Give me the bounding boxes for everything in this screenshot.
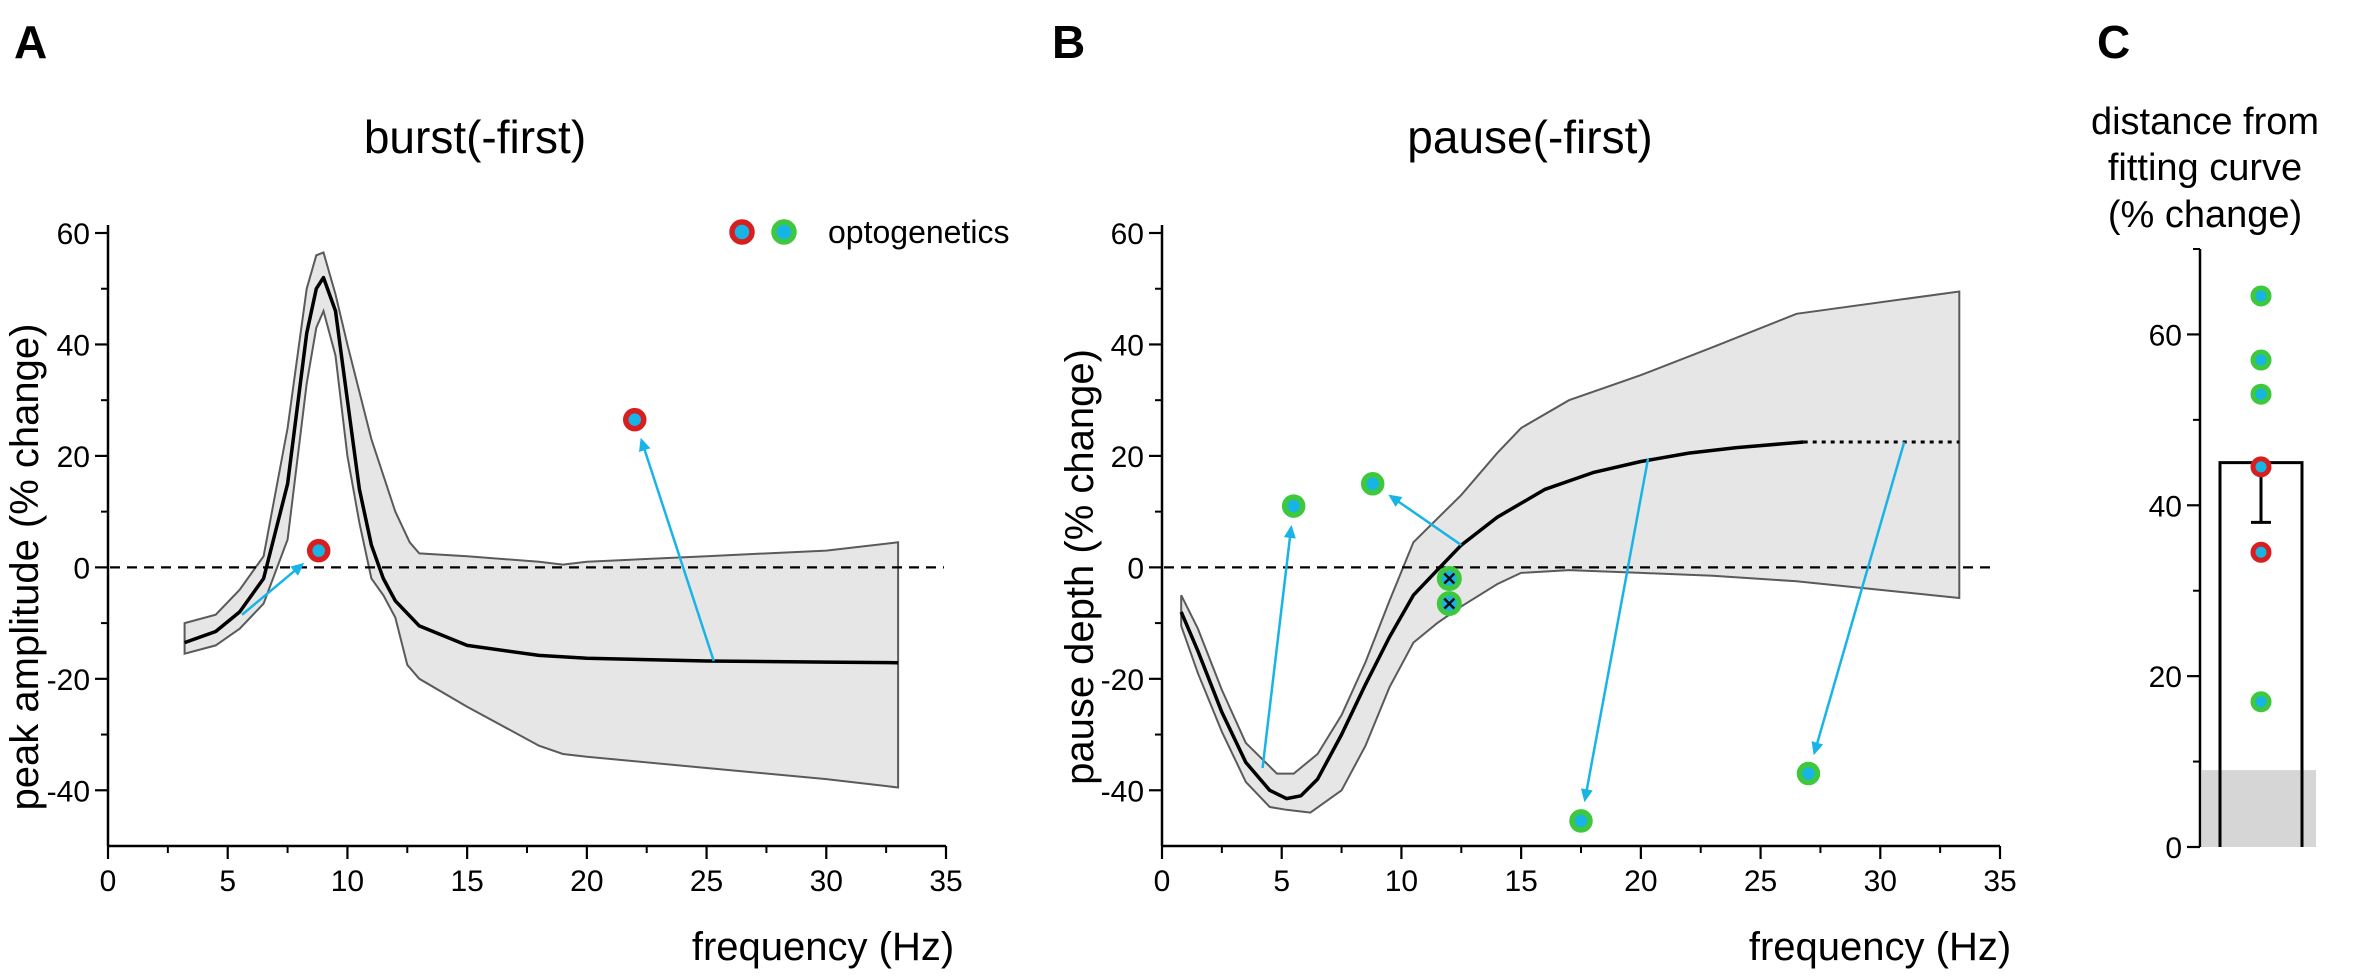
x-tick-label: 5 — [1273, 865, 1290, 898]
arrow-head — [638, 437, 651, 452]
arrow-head — [290, 562, 305, 576]
y-tick-label: -20 — [1101, 664, 1144, 697]
panel-c-data-point — [2250, 285, 2272, 307]
panel-c-plot: 0 20 40 60 — [2149, 248, 2316, 865]
arrow-shaft — [1390, 495, 1462, 547]
arrow-head — [1283, 524, 1296, 539]
panel-c-data-point — [2250, 691, 2272, 713]
x-tick-label: 35 — [1983, 865, 2016, 898]
y-tick-label: 0 — [73, 552, 90, 585]
y-tick-label: 40 — [57, 329, 90, 362]
arrow-shaft — [1261, 528, 1293, 769]
x-tick-label: 0 — [100, 865, 117, 898]
panel-a-axes: 0 5 10 15 20 25 30 35 -40 -20 0 20 40 60 — [47, 218, 963, 898]
optogenetic-point — [1569, 809, 1593, 833]
y-tick-label: 60 — [1111, 218, 1144, 251]
x-tick-label: 0 — [1154, 865, 1171, 898]
panel-b-confidence-band — [1180, 290, 1961, 814]
cross-mark — [1443, 572, 1456, 585]
y-tick-label: -20 — [47, 664, 90, 697]
arrow-head — [1811, 741, 1824, 756]
panel-letter-a: A — [14, 16, 47, 68]
panel-c-data-point — [2250, 349, 2272, 371]
optogenetic-point — [1281, 494, 1306, 518]
panel-b-x-axis-label: frequency (Hz) — [1749, 925, 2011, 969]
panel-c-data-point — [2250, 541, 2272, 563]
panel-a-x-axis-label: frequency (Hz) — [692, 925, 954, 969]
fit-curve-line — [184, 275, 899, 665]
legend-marker-red — [729, 219, 755, 245]
x-tick-label: 25 — [1744, 865, 1777, 898]
x-tick-label: 30 — [1864, 865, 1897, 898]
arrow-shaft — [1813, 441, 1906, 752]
legend-marker-green — [771, 219, 797, 245]
panel-c-data-point — [2250, 456, 2272, 478]
panel-b-axes: 0 5 10 15 20 25 30 35 -40 -20 0 20 40 60 — [1101, 218, 2017, 898]
fit-curve-line — [1179, 440, 1804, 801]
arrow-shaft — [241, 564, 302, 616]
x-tick-label: 15 — [1504, 865, 1537, 898]
panel-a-arrows — [241, 437, 715, 662]
y-tick-label: 0 — [1127, 552, 1144, 585]
panel-c-data-point — [2250, 383, 2272, 405]
panel-b-chart: 0 5 10 15 20 25 30 35 -40 -20 0 20 40 60 frequency (H… — [1058, 218, 2017, 969]
panel-a-fit-curve — [184, 275, 899, 665]
panel-c-title-line-1: distance from — [2091, 101, 2319, 143]
cross-mark — [1443, 597, 1456, 610]
panel-a-confidence-band — [183, 251, 900, 789]
panel-b-optogenetic-points — [1281, 472, 1821, 833]
x-tick-label: 35 — [929, 865, 962, 898]
panel-b-arrows — [1261, 441, 1906, 803]
panel-c-y-tick-label: 0 — [2165, 832, 2182, 865]
panel-b-y-axis-label: pause depth (% change) — [1058, 349, 1102, 785]
panel-b-fit-curve — [1179, 440, 1960, 801]
x-tick-label: 10 — [1385, 865, 1418, 898]
y-tick-label: 60 — [57, 218, 90, 251]
x-tick-label: 25 — [690, 865, 723, 898]
panel-letter-b: B — [1052, 16, 1085, 68]
optogenetic-point — [1796, 761, 1821, 786]
panel-letter-c: C — [2097, 16, 2130, 68]
optogenetic-point — [306, 538, 331, 563]
y-tick-label: -40 — [1101, 775, 1144, 808]
y-tick-label: 20 — [1111, 441, 1144, 474]
panel-b-title: pause(-first) — [1407, 111, 1652, 163]
panel-a-y-axis-label: peak amplitude (% change) — [3, 324, 47, 811]
x-tick-label: 5 — [219, 865, 236, 898]
panel-c-title-line-3: (% change) — [2108, 194, 2302, 236]
panel-a-title: burst(-first) — [364, 111, 586, 163]
confidence-band-area — [183, 251, 900, 789]
legend-label: optogenetics — [828, 214, 1009, 250]
y-tick-label: -40 — [47, 775, 90, 808]
panel-a-legend: optogenetics — [729, 214, 1009, 250]
x-tick-label: 20 — [1624, 865, 1657, 898]
x-tick-label: 30 — [810, 865, 843, 898]
panel-c-y-tick-label: 20 — [2149, 661, 2182, 694]
panel-c-chart: distance from fitting curve (% change) 0… — [2091, 101, 2319, 865]
arrow-shaft — [640, 441, 715, 662]
panel-a-optogenetic-points — [306, 407, 647, 563]
x-tick-label: 15 — [450, 865, 483, 898]
panel-c-y-tick-label: 60 — [2149, 319, 2182, 352]
x-tick-label: 20 — [570, 865, 603, 898]
x-tick-label: 10 — [331, 865, 364, 898]
y-tick-label: 20 — [57, 441, 90, 474]
optogenetic-point — [622, 407, 647, 432]
arrow-shaft — [1583, 458, 1650, 799]
panel-c-title-line-2: fitting curve — [2108, 147, 2302, 189]
panel-a-chart: 0 5 10 15 20 25 30 35 -40 -20 0 20 40 60 optogenetics… — [3, 214, 1009, 969]
optogenetic-point — [1360, 472, 1385, 496]
y-tick-label: 40 — [1111, 329, 1144, 362]
confidence-band-area — [1180, 290, 1961, 814]
panel-c-y-tick-label: 40 — [2149, 490, 2182, 523]
arrow-head — [1580, 788, 1593, 803]
arrow-head — [1388, 494, 1403, 507]
